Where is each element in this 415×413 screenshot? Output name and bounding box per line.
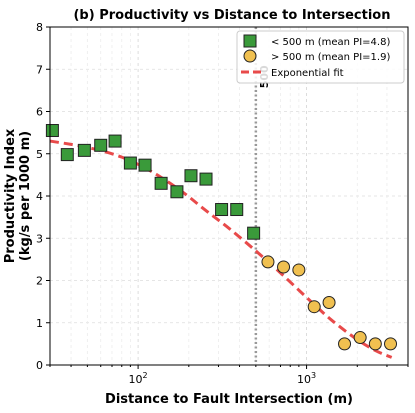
near-point: [60, 148, 74, 162]
near-point: [199, 172, 213, 186]
far-point: [307, 300, 321, 314]
near-point: [77, 143, 91, 157]
near-point: [230, 203, 244, 217]
near-point: [138, 158, 152, 172]
near-point: [184, 169, 198, 183]
y-axis-label-line2: (kg/s per 1000 m): [18, 131, 33, 261]
points-layer: [45, 124, 398, 351]
axis-ticks: 0 1 2 3 4 5 6 7 8 102 103: [36, 21, 409, 386]
fit-layer: [49, 139, 393, 359]
legend-box: [236, 30, 405, 84]
far-point: [292, 263, 306, 277]
y-axis-label-line1: Productivity Index: [3, 128, 18, 263]
far-point: [277, 260, 291, 274]
near-point: [94, 138, 108, 152]
y-tick-label: 1: [36, 317, 43, 330]
legend-square-marker: [243, 34, 257, 48]
y-tick-label: 7: [36, 63, 43, 76]
legend-circle-marker: [243, 49, 257, 63]
legend-entry-near: < 500 m (mean PI=4.8): [271, 37, 390, 48]
y-tick-label: 6: [36, 106, 43, 119]
x-tick-label: 103: [297, 371, 316, 386]
near-point: [170, 185, 184, 199]
chart-title: (b) Productivity vs Distance to Intersec…: [73, 8, 390, 23]
near-point: [215, 203, 229, 217]
y-tick-label: 3: [36, 232, 43, 245]
far-point: [353, 331, 367, 345]
far-point: [261, 255, 275, 269]
y-tick-label: 0: [36, 359, 43, 372]
y-tick-label: 8: [36, 21, 43, 34]
y-tick-label: 4: [36, 190, 43, 203]
near-point: [45, 124, 59, 138]
legend: < 500 m (mean PI=4.8) > 500 m (mean PI=1…: [236, 30, 405, 84]
legend-entry-far: > 500 m (mean PI=1.9): [271, 52, 390, 63]
far-point: [368, 337, 382, 351]
near-point: [154, 176, 168, 190]
near-point: [108, 134, 122, 148]
near-point: [123, 156, 137, 170]
exponential-fit-line: [49, 139, 393, 359]
y-tick-label: 2: [36, 275, 43, 288]
legend-entry-fit: Exponential fit: [271, 68, 344, 79]
far-point: [384, 337, 398, 351]
x-tick-label: 102: [129, 371, 148, 386]
far-point: [338, 337, 352, 351]
y-tick-label: 5: [36, 148, 43, 161]
near-point: [247, 226, 261, 240]
x-axis-label: Distance to Fault Intersection (m): [105, 392, 353, 407]
far-point: [322, 295, 336, 309]
